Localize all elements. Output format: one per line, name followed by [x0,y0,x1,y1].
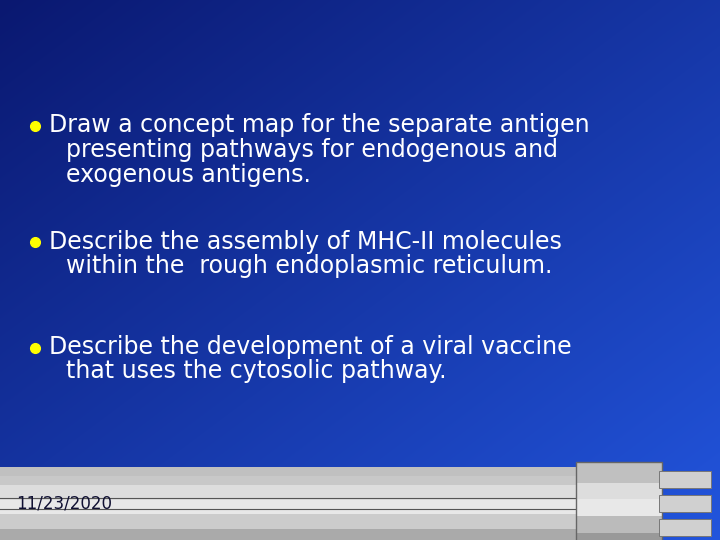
FancyBboxPatch shape [0,515,605,529]
Text: exogenous antigens.: exogenous antigens. [66,163,311,187]
FancyBboxPatch shape [0,485,605,500]
FancyBboxPatch shape [576,516,662,533]
FancyBboxPatch shape [576,533,662,540]
FancyBboxPatch shape [659,519,711,536]
FancyBboxPatch shape [576,483,662,500]
Text: within the  rough endoplasmic reticulum.: within the rough endoplasmic reticulum. [66,254,553,278]
FancyBboxPatch shape [659,471,711,488]
Text: 11/23/2020: 11/23/2020 [16,495,112,512]
Text: Draw a concept map for the separate antigen: Draw a concept map for the separate anti… [49,113,590,137]
FancyBboxPatch shape [0,529,605,540]
Text: Describe the assembly of MHC-II molecules: Describe the assembly of MHC-II molecule… [49,230,562,253]
FancyBboxPatch shape [0,476,605,485]
FancyBboxPatch shape [0,467,605,476]
Text: presenting pathways for endogenous and: presenting pathways for endogenous and [66,138,558,162]
FancyBboxPatch shape [0,500,605,515]
FancyBboxPatch shape [659,495,711,512]
FancyBboxPatch shape [576,462,662,483]
Text: Describe the development of a viral vaccine: Describe the development of a viral vacc… [49,335,572,359]
Text: that uses the cytosolic pathway.: that uses the cytosolic pathway. [66,360,446,383]
FancyBboxPatch shape [576,500,662,516]
